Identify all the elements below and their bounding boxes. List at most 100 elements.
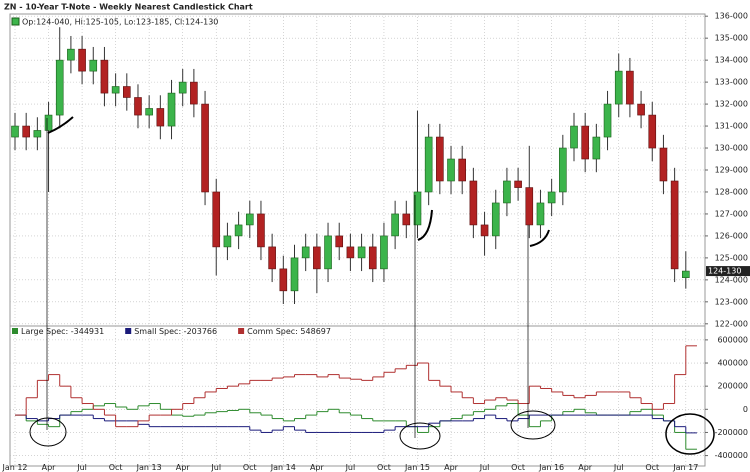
x-tick-label: Oct [645,463,659,472]
candle-body [89,59,98,72]
candle-body [380,235,388,270]
candle-body [234,224,243,237]
candle-body [480,224,489,237]
y-tick-label: 132-000 [715,100,748,109]
y-tick-label: -200000 [715,428,748,437]
candle-body [491,202,500,237]
candle-body [559,147,567,193]
y-tick-label: 600000 [717,335,748,344]
candle-body [592,136,601,160]
legend-label: Small Spec: -203766 [134,327,217,336]
candle-body [167,92,176,127]
candle-body [156,108,165,127]
x-tick-label: Apr [176,463,191,472]
candle-body [391,213,399,237]
candle-body [503,180,511,204]
candle-body [536,202,545,226]
y-tick-label: -400000 [715,451,748,460]
x-tick-label: Jul [345,463,356,472]
last-price-label: 124-130 [708,267,741,276]
x-tick-label: Jan 14 [270,463,296,472]
candle-body [111,86,120,94]
x-tick-label: Jan 13 [136,463,162,472]
candle-body [55,59,64,116]
candle-body [659,147,668,182]
legend-swatch [125,328,132,334]
candle-body [22,125,30,138]
candle-body [447,158,455,182]
annotation-circle [665,413,715,455]
candle-body [290,257,299,292]
candle-body [436,136,444,182]
candle-body [637,103,645,116]
last-price-box [706,266,750,277]
y-tick-label: 123-000 [715,297,748,306]
candle-body [413,191,422,226]
x-tick-label: Jan 17 [672,463,698,472]
x-tick-label: Jan 16 [538,463,564,472]
candle-body [190,81,198,105]
candle-body [603,103,612,138]
annotation-circle [29,417,67,447]
y-tick-label: 128-000 [715,187,748,196]
candle-body [469,180,478,226]
candle-body [626,70,634,105]
candle-body [245,213,254,226]
x-tick-label: Oct [243,463,257,472]
annotation-circle [510,410,556,440]
candle-body [301,246,310,259]
candle-body [178,81,187,94]
candle-body [357,246,366,259]
x-tick-label: Oct [377,463,391,472]
x-tick-label: Apr [578,463,593,472]
candle-body [279,268,288,292]
candle-body [570,125,578,149]
candle-body [670,180,679,270]
candle-body [44,114,53,131]
candle-body [458,158,467,182]
x-tick-label: Jul [76,463,87,472]
y-tick-label: 400000 [717,359,748,368]
candle-body [424,136,433,193]
y-tick-label: 122-000 [715,319,748,328]
cot-panel [9,325,706,467]
annotation-circle [399,422,441,450]
legend-swatch [238,328,245,334]
candle-body [313,246,321,270]
candle-body [78,48,86,72]
y-tick-label: 135-000 [715,34,748,43]
y-tick-label: 130-000 [715,144,748,153]
y-tick-label: 136-000 [715,12,748,21]
y-tick-label: 131-000 [715,122,748,131]
candle-body [346,246,355,259]
y-tick-label: 0 [743,405,748,414]
candle-body [335,235,344,248]
x-tick-label: Apr [310,463,325,472]
candle-body [33,130,42,138]
x-tick-label: Oct [109,463,123,472]
ohlc-icon [11,17,20,26]
y-tick-label: 200000 [717,382,748,391]
candle-body [547,191,556,204]
x-tick-label: Jul [210,463,221,472]
candle-body [525,187,534,226]
candle-body [648,114,657,149]
legend-swatch [12,328,18,334]
legend-label: Comm Spec: 548697 [247,327,331,336]
plot-layer: Jan 12 Apr Jul Oct Jan 13 Apr Jul Oct Jan 14 Apr J… [1,12,750,472]
x-tick-label: Jul [479,463,490,472]
annotation-arc [529,229,550,247]
y-tick-label: 126-000 [715,231,748,240]
chart-title: ZN - 10-Year T-Note - Weekly Nearest Can… [4,3,253,12]
candle-body [614,70,623,105]
candle-body [681,270,690,278]
candle-body [100,59,109,94]
x-tick-label: Jul [613,463,624,472]
y-tick-label: 127-000 [715,209,748,218]
candle-body [134,97,142,116]
ohlc-legend: Op:124-040, Hi:125-105, Lo:123-185, Cl:1… [22,18,218,27]
candle-body [402,213,411,226]
candle-body [67,48,75,61]
candle-body [123,86,131,98]
